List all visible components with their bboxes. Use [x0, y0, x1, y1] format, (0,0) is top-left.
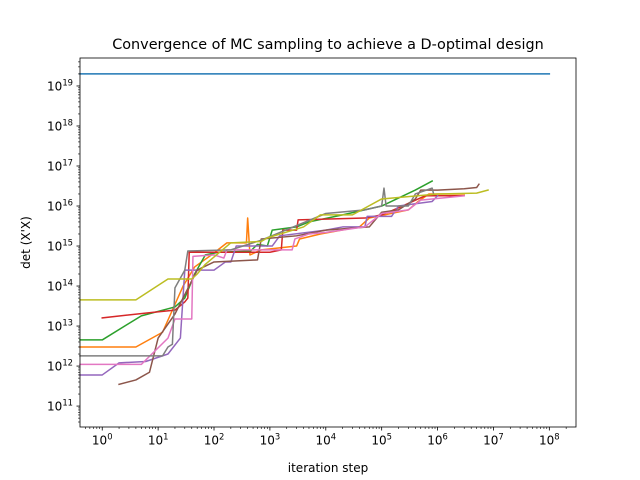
x-tick-label-8: 108	[539, 432, 560, 448]
y-tick-label-4: 1015	[47, 238, 73, 254]
x-tick-label-6: 106	[427, 432, 448, 448]
chart-title: Convergence of MC sampling to achieve a …	[112, 37, 544, 53]
x-tick-label-4: 104	[315, 432, 336, 448]
y-axis: 1011 1012 1013 1014 1015 1016 1017 1018 1019	[47, 61, 80, 423]
series-layer	[79, 73, 551, 386]
y-tick-label-8: 1019	[47, 77, 73, 93]
plot-frame	[79, 57, 577, 428]
series-line-6	[118, 183, 480, 386]
y-tick-label-1: 1012	[47, 358, 73, 374]
x-tick-label-1: 101	[148, 432, 169, 448]
series-line-3	[79, 180, 434, 341]
x-tick-label-2: 102	[204, 432, 225, 448]
y-tick-label-3: 1014	[47, 278, 73, 294]
series-line-9	[79, 189, 489, 301]
y-tick-label-0: 1011	[47, 398, 73, 414]
x-tick-label-5: 105	[371, 432, 392, 448]
y-tick-label-2: 1013	[47, 318, 73, 334]
x-tick-label-0: 100	[92, 432, 113, 448]
y-tick-label-5: 1016	[47, 198, 73, 214]
x-axis: 100 101 102 103 104 105 106 107 108	[85, 427, 567, 448]
y-axis-label: det (X'X)	[19, 216, 33, 269]
x-tick-label-3: 103	[260, 432, 281, 448]
plot-area-background	[80, 58, 576, 427]
x-axis-label: iteration step	[288, 461, 368, 475]
y-tick-label-7: 1018	[47, 117, 73, 133]
series-line-8	[79, 187, 435, 357]
series-line-2	[79, 193, 465, 348]
y-tick-label-6: 1017	[47, 157, 73, 173]
x-tick-label-7: 107	[483, 432, 504, 448]
